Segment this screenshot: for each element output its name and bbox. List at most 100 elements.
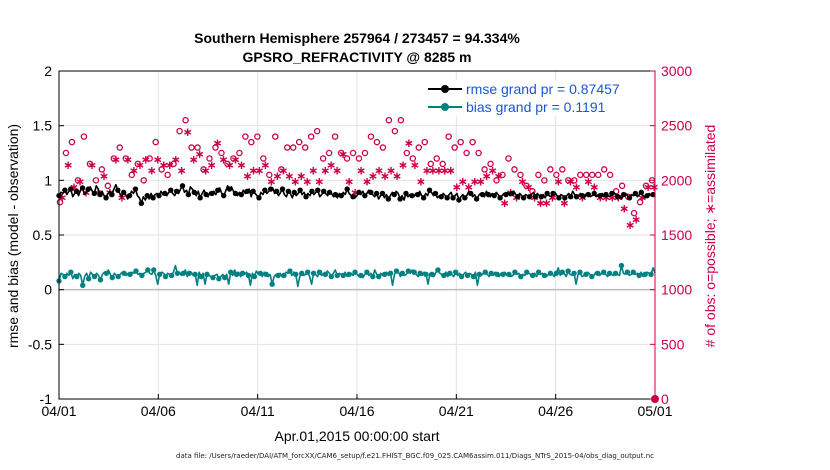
obs-assimilated-point: ∗ [392,169,402,183]
rmse-point [120,189,127,196]
obs-assimilated-point: ∗ [260,158,270,172]
obs-possible-point [391,127,399,135]
y2-tick-label: 1500 [661,227,692,243]
bias-point [115,273,121,280]
bias-point [91,273,98,280]
bias-point [162,273,169,280]
obs-assimilated-point: ∗ [248,163,258,177]
rmse-point [191,189,197,196]
obs-possible-point [445,133,452,140]
obs-assimilated-point: ∗ [129,163,139,177]
bias-point [381,271,388,278]
obs-possible-point [535,171,542,179]
bias-point [281,272,287,279]
bias-point [618,262,625,269]
bias-point [612,270,619,276]
obs-assimilated-point: ∗ [284,169,294,183]
obs-possible-point [164,171,171,179]
rmse-point [279,186,286,192]
bias-point [387,270,394,276]
obs-possible-point [80,133,88,140]
rmse-point [456,197,462,203]
bias-point [494,271,500,278]
obs-assimilated-point: ∗ [374,163,384,177]
y2-axis-ticks: 0 500 1000 1500 2000 2500 3000 [650,63,692,407]
bias-point [198,273,204,280]
rmse-point [479,191,486,198]
chart-title: Southern Hemisphere 257964 / 273457 = 94… [194,30,520,46]
bias-point [435,267,441,273]
y-tick-label: 0.5 [33,227,53,243]
obs-possible-point [594,171,602,179]
obs-assimilated-point: ∗ [649,180,659,194]
obs-possible-point [397,116,405,124]
obs-possible-point [475,149,482,157]
y2-tick-label: 3000 [661,63,692,79]
obs-possible-point [194,144,201,151]
bias-point [74,273,80,280]
obs-assimilated-point: ∗ [428,163,438,177]
bias-point [429,271,435,278]
rmse-point [209,190,215,197]
obs-assimilated-point: ∗ [380,169,390,183]
obs-assimilated-point: ∗ [200,163,210,177]
bias-point [340,272,346,279]
obs-possible-point [319,155,327,162]
bias-point [624,269,631,275]
y2-axis-label: # of obs: o=possible; ∗=assimilated [702,125,718,348]
legend-bias-marker [441,103,449,111]
bias-point [506,271,512,278]
bias-point [476,271,483,278]
rmse-point [409,192,415,199]
rmse-point [303,194,309,200]
x-tick-label: 04/01 [41,403,76,419]
bias-point [595,270,601,276]
obs-possible-point [236,149,243,157]
rmse-point [403,190,409,197]
obs-assimilated-point: ∗ [619,202,629,216]
obs-possible-point [337,149,345,157]
legend-rmse-marker [441,85,449,93]
obs-assimilated-point: ∗ [177,163,187,177]
obs-assimilated-point: ∗ [320,163,330,177]
obs-assimilated-point: ∗ [236,158,246,172]
y2-tick-label: 2500 [661,118,692,134]
rmse-point [126,192,133,199]
obs-assimilated-point: ∗ [165,158,175,172]
obs-assimilated-point: ∗ [553,174,563,188]
rmse-point [509,190,515,197]
rmse-point [332,191,339,198]
rmse-point [644,192,650,199]
obs-possible-point [278,166,285,173]
rmse-point [103,195,109,201]
rmse-point [115,187,121,193]
bias-point [642,271,648,278]
bias-point [121,270,127,276]
y2-tick-label: 2000 [661,172,692,188]
obs-assimilated-point: ∗ [254,163,264,177]
bias-point [529,272,536,279]
bias-point [636,272,642,279]
rmse-point [420,195,427,201]
bias-point [180,270,187,276]
bias-point [376,273,382,280]
obs-assimilated-point: ∗ [452,180,462,194]
x-tick-label: 04/21 [439,403,474,419]
rmse-point [520,195,527,201]
obs-assimilated-point: ∗ [153,152,163,166]
x-tick-label: 05/01 [637,403,672,419]
rmse-point [632,190,639,197]
rmse-point [368,189,374,196]
obs-assimilated-point: ∗ [212,136,222,150]
obs-possible-point [433,155,440,162]
obs-assimilated-point: ∗ [69,180,79,194]
y-axis-ticks: -1 -0.5 0 0.5 1 1.5 2 [28,63,64,407]
rmse-point [197,195,203,201]
obs-assimilated-point: ∗ [464,180,474,194]
obs-possible-point [451,144,458,151]
rmse-point [450,195,456,201]
obs-count-markers: ∗∗∗∗∗∗∗∗∗∗∗∗∗∗∗∗∗∗∗∗∗∗∗∗∗∗∗∗∗∗∗∗∗∗∗∗∗∗∗∗… [56,116,659,403]
bias-point [85,276,92,282]
bias-point [127,271,133,278]
